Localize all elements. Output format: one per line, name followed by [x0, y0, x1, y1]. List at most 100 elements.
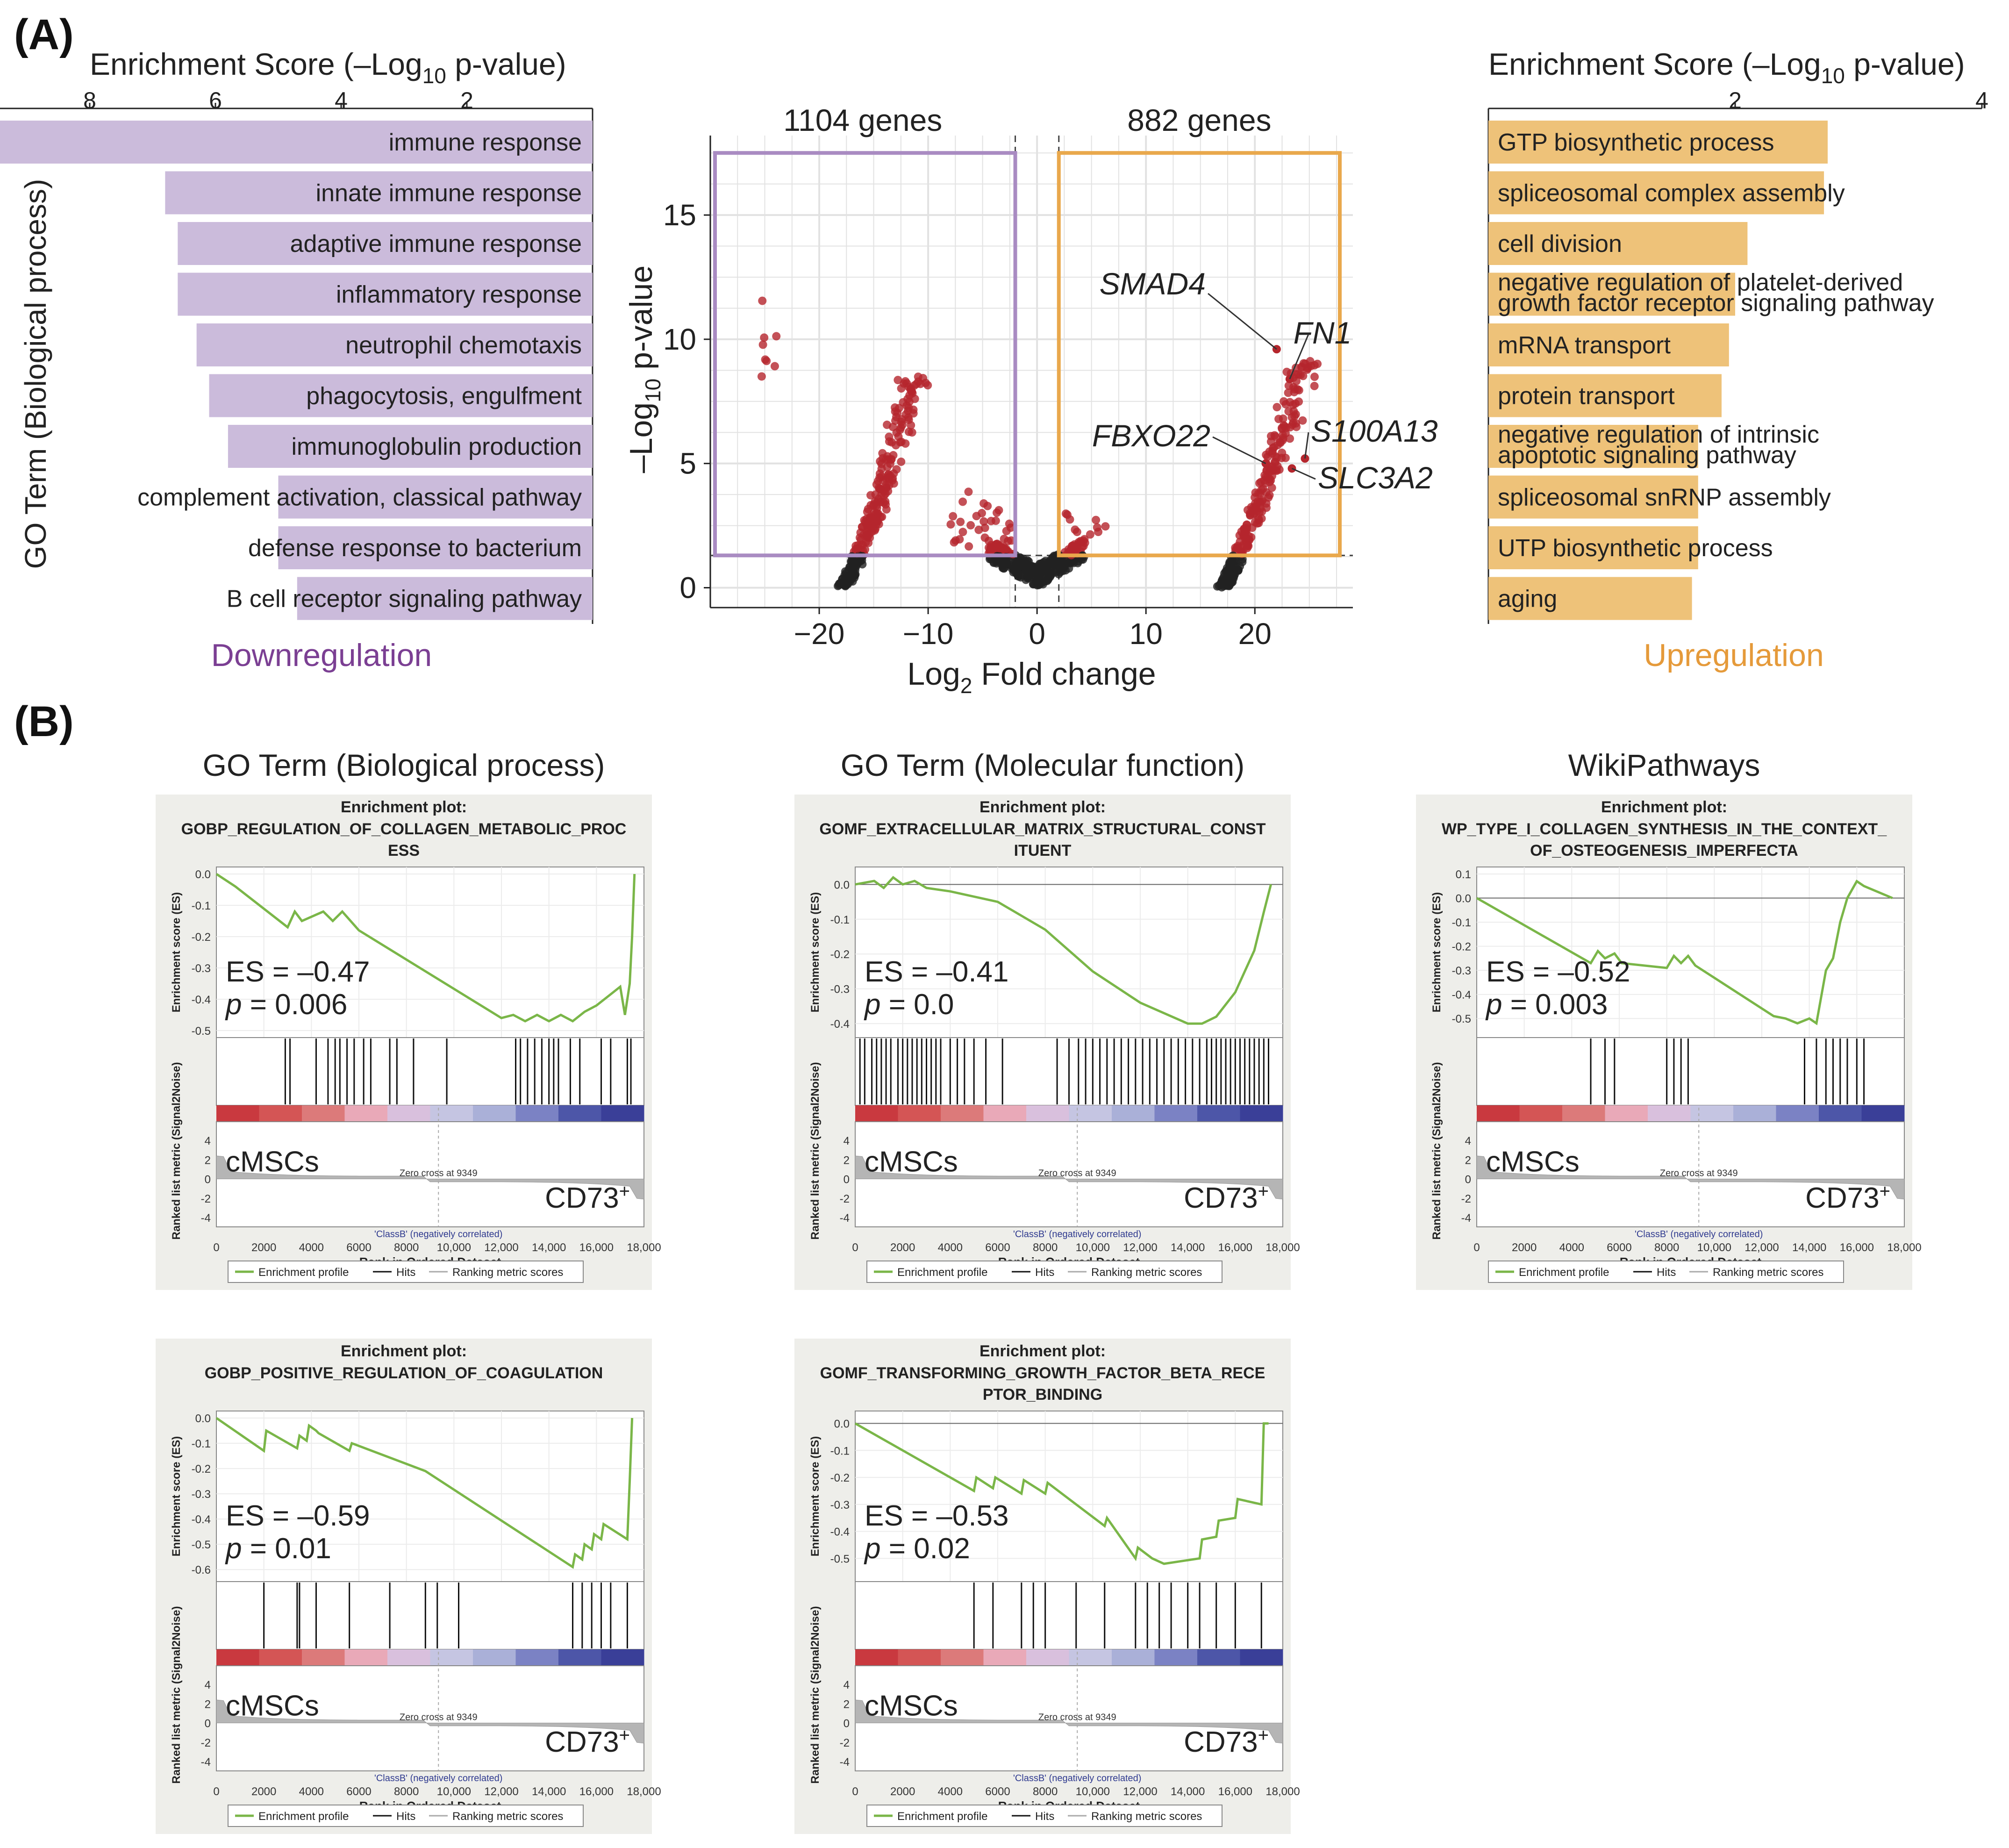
gsea-x-tick-label: 10,000	[1076, 1785, 1110, 1798]
volcano-point	[897, 457, 906, 466]
volcano-x-tick-label: 20	[1238, 617, 1272, 651]
volcano-point	[1240, 524, 1249, 533]
volcano-point	[949, 512, 958, 521]
go-down-chart: Enrichment Score (–Log10 p-value)1614121…	[0, 47, 593, 673]
go-up-bar	[1488, 272, 1735, 316]
volcano-gene-label: SLC3A2	[1318, 460, 1433, 495]
volcano-point	[883, 473, 892, 482]
gsea-x-tick-label: 18,000	[627, 1785, 661, 1798]
volcano-point	[1073, 540, 1082, 549]
gsea-gene-set-name: PTOR_BINDING	[983, 1386, 1102, 1404]
volcano-point	[902, 379, 911, 388]
gsea-pos-group: cMSCs	[1486, 1146, 1580, 1178]
volcano-point	[1243, 544, 1251, 552]
volcano-point	[894, 376, 902, 385]
volcano-point	[1008, 562, 1016, 571]
gsea-p-value: p = 0.006	[225, 988, 347, 1021]
gsea-rank-color-segment	[515, 1649, 559, 1666]
gsea-x-tick-label: 4000	[938, 1241, 963, 1254]
gsea-x-tick-label: 8000	[394, 1785, 419, 1798]
gsea-metric-tick-label: -2	[1461, 1193, 1471, 1205]
gsea-plot-title: Enrichment plot:	[341, 798, 467, 816]
volcano-point	[1238, 558, 1247, 566]
go-up-bar	[1488, 577, 1692, 620]
go-down-category-label: adaptive immune response	[290, 230, 582, 258]
volcano-point	[891, 407, 900, 416]
volcano-point	[914, 372, 922, 381]
gsea-metric-tick-label: -2	[201, 1193, 211, 1205]
gsea-es-tick-label: -0.2	[1452, 941, 1471, 953]
volcano-label-leader	[1291, 467, 1316, 480]
gsea-legend-profile: Enrichment profile	[258, 1266, 349, 1279]
gsea-zero-cross-label: Zero cross at 9349	[400, 1712, 478, 1723]
gsea-legend-profile: Enrichment profile	[897, 1266, 987, 1279]
gsea-rank-color-segment	[1026, 1105, 1069, 1122]
gsea-rank-color-segment	[387, 1105, 430, 1122]
gsea-x-tick-label: 2000	[251, 1785, 276, 1798]
gsea-gene-set-name: ITUENT	[1014, 842, 1072, 860]
volcano-y-tick-label: 15	[663, 198, 696, 232]
gsea-es-tick-label: -0.1	[1452, 917, 1471, 929]
gsea-x-tick-label: 6000	[1607, 1241, 1631, 1254]
gsea-x-tick-label: 10,000	[437, 1785, 471, 1798]
volcano-point	[770, 362, 779, 371]
volcano-y-tick-label: 0	[679, 571, 696, 604]
gsea-rank-color-segment	[558, 1105, 601, 1122]
volcano-point	[866, 491, 875, 500]
volcano-point	[1050, 558, 1059, 566]
volcano-point	[1094, 528, 1103, 537]
volcano-point	[1073, 559, 1082, 567]
go-down-category-label: inflammatory response	[336, 281, 582, 308]
gsea-x-tick-label: 12,000	[1744, 1241, 1779, 1254]
gsea-es-tick-label: -0.5	[1452, 1013, 1471, 1025]
gsea-rank-color-segment	[1240, 1105, 1283, 1122]
volcano-gene-label: SMAD4	[1100, 266, 1206, 301]
go-up-bar	[1488, 526, 1698, 569]
go-up-category-label: aging	[1498, 586, 1557, 613]
gsea-enrichment-line	[215, 1417, 634, 1569]
gsea-rank-color-segment	[558, 1649, 601, 1666]
go-up-category-label: cell division	[1498, 230, 1622, 258]
volcano-point	[859, 530, 868, 539]
volcano-point	[1290, 385, 1299, 394]
volcano-point	[909, 405, 918, 414]
volcano-point	[992, 509, 1001, 517]
go-up-bar	[1488, 323, 1729, 366]
gsea-legend-hits: Hits	[1657, 1266, 1676, 1279]
gsea-rank-color-segment	[259, 1105, 302, 1122]
gsea-metric-frame	[855, 1121, 1283, 1227]
go-up-bar	[1488, 425, 1698, 468]
volcano-up-count: 882 genes	[1127, 103, 1271, 137]
go-down-caption: Downregulation	[211, 637, 432, 673]
gsea-es-tick-label: -0.1	[192, 900, 211, 912]
gsea-x-tick-label: 16,000	[579, 1241, 614, 1254]
gsea-es-tick-label: -0.2	[830, 948, 850, 961]
gsea-metric-tick-label: 0	[1465, 1174, 1471, 1186]
go-down-tick-label: 4	[335, 87, 348, 114]
gsea-rank-color-segment	[898, 1649, 941, 1666]
volcano-label-leader	[1304, 432, 1309, 459]
volcano-point	[1271, 458, 1280, 467]
gsea-es-tick-label: -0.3	[192, 1488, 211, 1501]
volcano-point	[1002, 527, 1011, 536]
go-up-chart: Enrichment Score (–Log10 p-value)2 4 GTP b…	[1487, 47, 1988, 673]
gsea-es-tick-label: 0.0	[834, 879, 850, 891]
volcano-point	[1235, 531, 1244, 540]
gsea-x-tick-label: 2000	[251, 1241, 276, 1254]
gsea-legend	[228, 1261, 584, 1283]
volcano-point	[979, 517, 988, 526]
gsea-es-value: ES = –0.53	[865, 1500, 1009, 1532]
gsea-x-tick-label: 6000	[985, 1785, 1010, 1798]
gsea-x-tick-label: 8000	[394, 1241, 419, 1254]
gsea-enrichment-line	[855, 876, 1273, 1025]
gsea-es-value: ES = –0.52	[1486, 956, 1630, 988]
volcano-point	[1266, 437, 1275, 446]
volcano-point	[958, 528, 967, 537]
volcano-point	[883, 420, 892, 429]
gsea-es-tick-label: -0.4	[192, 994, 211, 1006]
volcano-point	[1268, 449, 1277, 458]
gsea-es-tick-label: -0.1	[830, 1445, 850, 1457]
volcano-point	[1072, 528, 1081, 537]
gsea-legend	[228, 1805, 584, 1827]
volcano-point	[1280, 422, 1289, 431]
